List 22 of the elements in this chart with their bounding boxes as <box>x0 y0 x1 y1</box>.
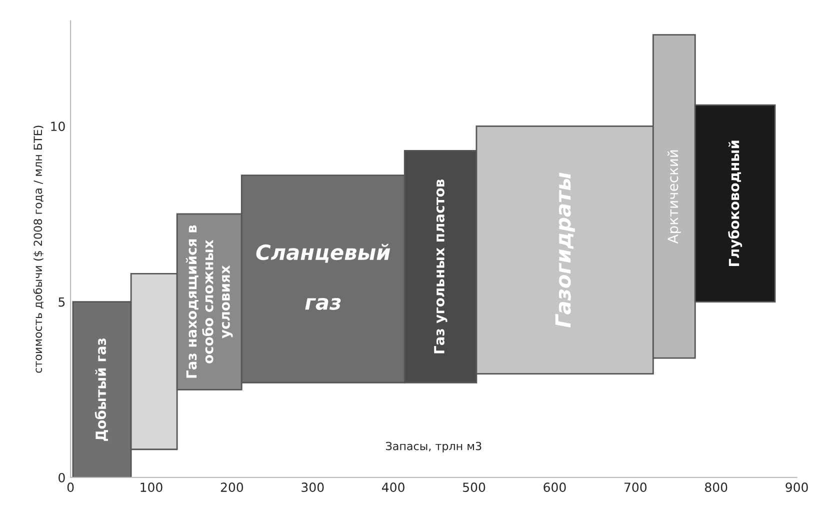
y-tick-label: 0 <box>58 472 65 482</box>
category-label: Добытый газ <box>94 338 108 441</box>
x-tick-label: 400 <box>382 482 404 492</box>
x-tick-label: 100 <box>140 482 162 492</box>
x-tick-label: 500 <box>463 482 486 492</box>
x-tick-label: 0 <box>67 482 74 492</box>
x-tick-label: 800 <box>705 482 728 492</box>
category-label: Газ находящийся в особо сложных условиях <box>186 225 233 378</box>
x-tick-label: 200 <box>220 482 244 492</box>
category-label: Арктический <box>667 150 681 244</box>
category-label: Газогидраты <box>555 172 575 328</box>
y-tick-label: 5 <box>58 297 65 307</box>
category-label: Газ угольных пластов <box>434 179 448 354</box>
x-tick-label: 300 <box>302 482 324 492</box>
y-tick-label: 10 <box>51 122 65 132</box>
y-axis-title: стоимость добычи ($ 2008 года / млн БТЕ) <box>33 126 44 373</box>
x-tick-label: 900 <box>786 482 808 492</box>
x-tick-label: 700 <box>624 482 647 492</box>
category-label: Сланцевый газ <box>256 244 390 310</box>
x-tick-label: 600 <box>544 482 566 492</box>
x-axis-title: Запасы, трлн м3 <box>386 442 482 452</box>
category-label: Глубоководный <box>728 140 742 266</box>
